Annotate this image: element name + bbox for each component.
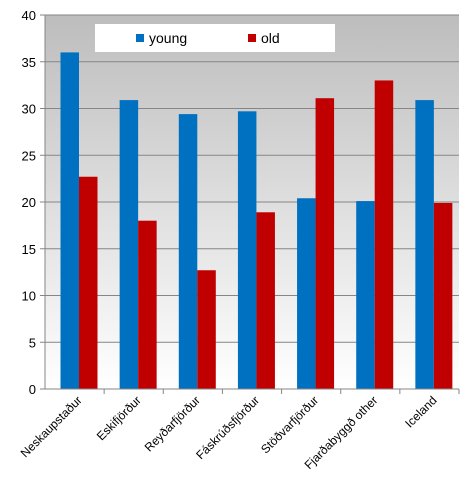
y-tick-label: 25 — [22, 148, 36, 163]
bar-young — [178, 114, 198, 390]
bar-old — [256, 212, 275, 389]
bar-young — [119, 100, 139, 389]
x-tick-label: Neskaupstaður — [18, 393, 85, 460]
bar-young — [415, 100, 434, 389]
y-tick-label: 35 — [22, 55, 36, 70]
legend-swatch-old — [248, 34, 256, 42]
x-tick-label: Reyðarfjörður — [142, 393, 203, 454]
bar-old — [197, 270, 216, 389]
y-tick-label: 20 — [22, 195, 36, 210]
bar-old — [374, 80, 394, 389]
legend-box — [95, 24, 335, 52]
y-tick-labels: 0 5 10 15 20 25 30 35 40 — [22, 8, 45, 397]
bar-old — [79, 176, 98, 389]
bars — [60, 52, 453, 390]
x-tick-label: Stöðvarfjörður — [258, 393, 321, 456]
y-tick-label: 40 — [22, 8, 36, 23]
y-tick-label: 30 — [22, 102, 36, 117]
legend: young old — [95, 24, 335, 52]
x-tick-labels: Neskaupstaður EskifjörðurReyðarfjörðurFás… — [18, 389, 460, 472]
x-tick-label: Iceland — [402, 393, 439, 430]
y-tick-label: 10 — [22, 289, 36, 304]
bar-old — [315, 98, 335, 390]
legend-label-old: old — [261, 30, 280, 46]
legend-swatch-young — [136, 34, 144, 42]
bar-young — [60, 52, 79, 390]
bar-young — [356, 201, 375, 389]
y-tick-label: 0 — [29, 382, 36, 397]
y-tick-label: 15 — [22, 242, 36, 257]
bar-young — [297, 198, 316, 389]
y-tick-label: 5 — [29, 335, 36, 350]
x-tick-label: Eskifjörður — [94, 393, 144, 443]
bar-old — [138, 220, 157, 389]
bar-young — [237, 111, 257, 389]
legend-label-young: young — [149, 30, 187, 46]
x-tick-label: Fáskrúðsfjörður — [193, 393, 262, 462]
bar-old — [433, 202, 453, 389]
